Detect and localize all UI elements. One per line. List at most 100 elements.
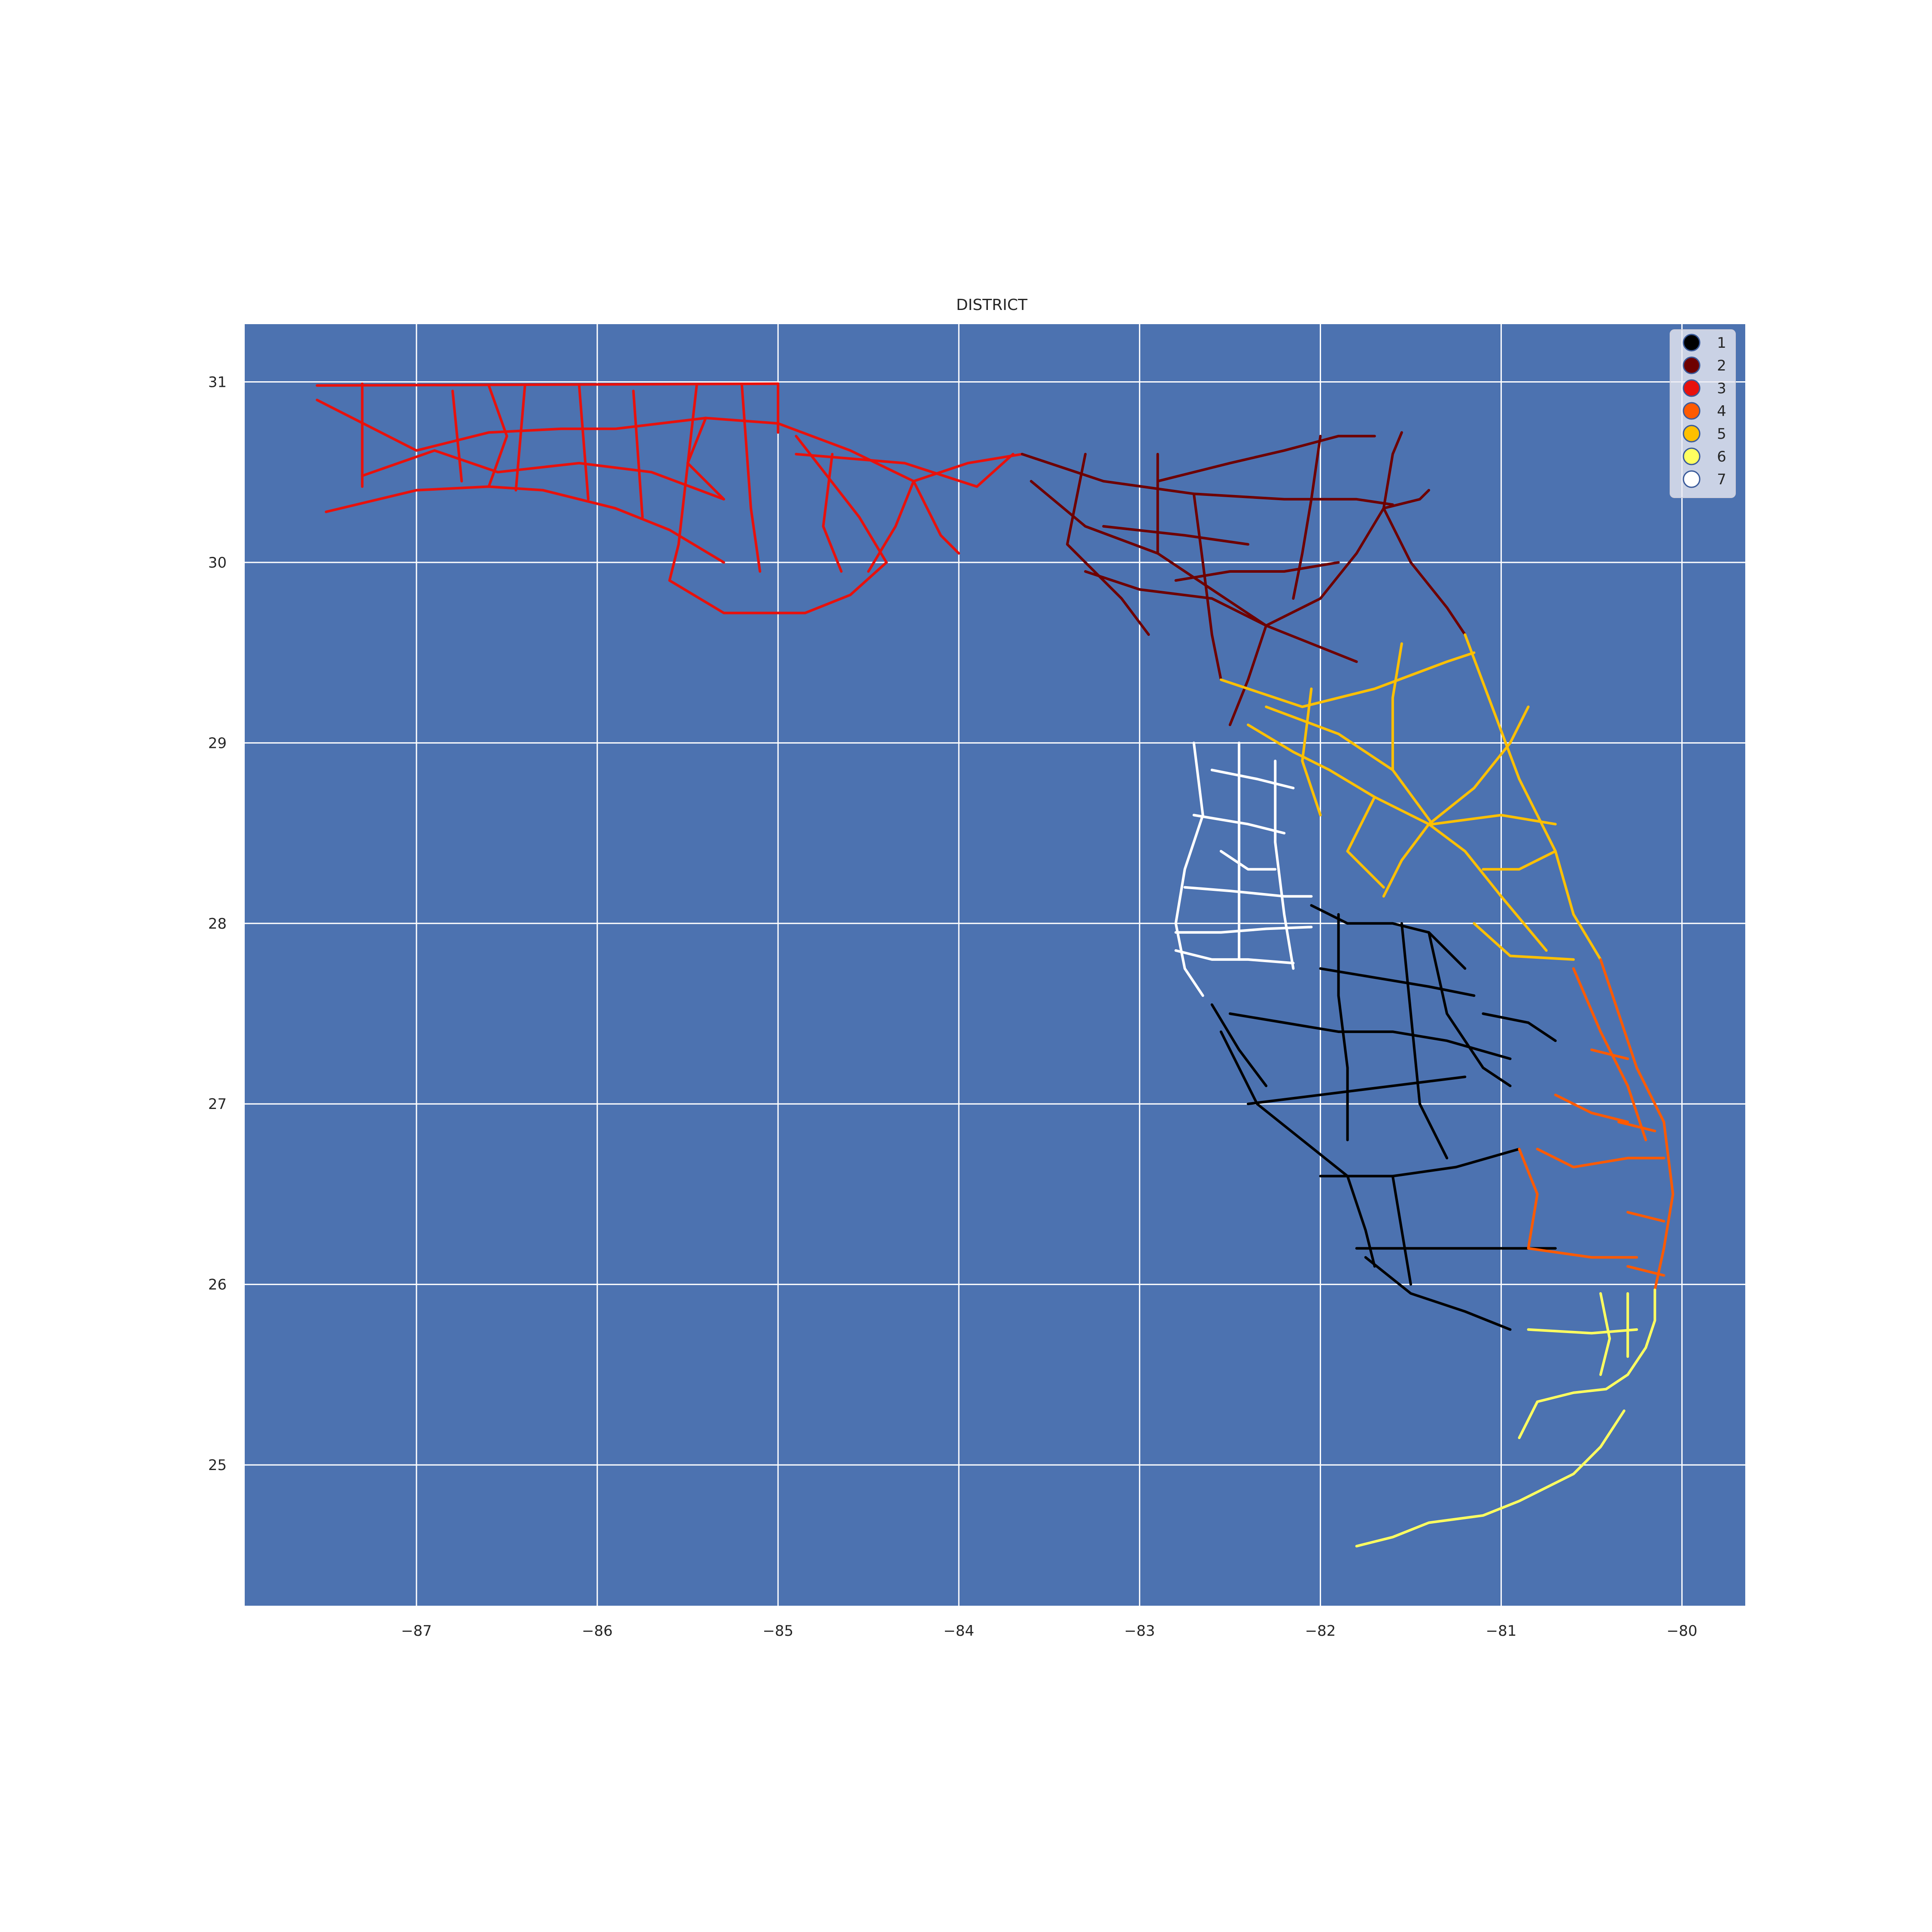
road-line xyxy=(1183,886,1313,898)
district-5-roads xyxy=(1219,633,1602,961)
road-line xyxy=(1382,489,1431,510)
plot-area xyxy=(245,324,1745,1606)
plot-background xyxy=(245,324,1745,1606)
legend-marker xyxy=(1683,402,1701,420)
legend-label: 6 xyxy=(1717,448,1726,465)
legend-marker xyxy=(1683,470,1701,488)
road-line xyxy=(1265,624,1358,663)
x-axis-ticks: −87 −86 −85 −84 −83 −82 −81 −80 xyxy=(401,1622,1697,1640)
legend-marker xyxy=(1683,447,1701,465)
road-line xyxy=(1355,1409,1625,1548)
road-line xyxy=(1247,723,1431,826)
road-line xyxy=(1174,926,1313,934)
legend-label: 5 xyxy=(1717,425,1726,443)
road-line xyxy=(1346,796,1385,889)
y-tick-label: 26 xyxy=(208,1276,227,1294)
road-line xyxy=(1382,431,1403,510)
road-line xyxy=(1156,434,1376,483)
road-line xyxy=(325,485,725,564)
district-7-roads xyxy=(1174,741,1313,997)
legend-marker xyxy=(1683,379,1701,397)
road-line xyxy=(1228,1012,1512,1060)
road-line xyxy=(1219,1030,1376,1268)
legend-marker xyxy=(1683,425,1701,443)
road-line xyxy=(1572,967,1647,1142)
road-line xyxy=(487,384,508,488)
road-line xyxy=(1428,931,1512,1088)
road-line xyxy=(668,561,888,614)
road-line xyxy=(1247,1075,1467,1106)
road-line xyxy=(1319,967,1476,997)
road-line xyxy=(1102,525,1249,546)
grid xyxy=(245,324,1745,1606)
road-line xyxy=(912,480,960,555)
district-2-roads xyxy=(1021,431,1467,726)
road-line xyxy=(1391,1175,1412,1286)
road-line xyxy=(578,384,590,501)
legend-label: 3 xyxy=(1717,380,1726,397)
district-1-roads xyxy=(1210,904,1557,1331)
road-line xyxy=(1599,1292,1611,1376)
y-tick-label: 27 xyxy=(208,1096,227,1113)
road-line xyxy=(1301,687,1322,817)
y-tick-label: 25 xyxy=(208,1457,227,1474)
road-line xyxy=(1482,1012,1557,1042)
road-line xyxy=(1192,492,1222,681)
road-line xyxy=(1310,904,1467,970)
road-line xyxy=(1084,570,1268,627)
y-tick-label: 29 xyxy=(208,735,227,752)
road-line xyxy=(1174,741,1204,997)
district-3-roads xyxy=(316,382,1024,614)
road-line xyxy=(1482,850,1557,871)
road-line xyxy=(1364,1256,1512,1331)
road-line xyxy=(514,384,526,492)
x-tick-label: −85 xyxy=(762,1622,793,1640)
x-tick-label: −86 xyxy=(582,1622,613,1640)
road-line xyxy=(1319,1148,1521,1178)
road-line xyxy=(1428,705,1530,826)
road-line xyxy=(1473,922,1575,961)
road-line xyxy=(1518,1388,1607,1439)
road-line xyxy=(1599,958,1674,1291)
district-4-roads xyxy=(1518,958,1674,1291)
road-line xyxy=(1382,823,1431,898)
road-line xyxy=(741,384,762,573)
road-line xyxy=(1518,1148,1638,1259)
legend-marker xyxy=(1683,334,1701,352)
legend: 1 2 3 4 5 6 7 xyxy=(1670,329,1736,498)
road-line xyxy=(1174,561,1340,582)
road-line xyxy=(1292,434,1322,600)
y-tick-label: 30 xyxy=(208,554,227,571)
road-line xyxy=(1617,1121,1656,1133)
road-line xyxy=(1265,507,1385,627)
road-line xyxy=(1021,453,1394,506)
road-line xyxy=(1400,922,1449,1160)
road-line xyxy=(1554,1094,1629,1124)
road-line xyxy=(1192,814,1286,835)
y-tick-label: 28 xyxy=(208,915,227,933)
x-tick-label: −84 xyxy=(943,1622,974,1640)
legend-label: 1 xyxy=(1717,334,1726,352)
road-line xyxy=(1210,1003,1268,1088)
x-tick-label: −80 xyxy=(1667,1622,1698,1640)
road-line xyxy=(451,389,463,483)
road-line xyxy=(668,384,698,582)
road-line xyxy=(795,434,888,564)
road-line xyxy=(1464,633,1602,961)
legend-marker xyxy=(1683,356,1701,374)
x-tick-label: −81 xyxy=(1486,1622,1517,1640)
road-line xyxy=(1210,769,1295,790)
road-line xyxy=(1066,453,1150,636)
x-tick-label: −87 xyxy=(401,1622,432,1640)
x-tick-label: −82 xyxy=(1305,1622,1336,1640)
road-line xyxy=(1428,823,1548,952)
legend-label: 2 xyxy=(1717,357,1726,374)
legend-label: 7 xyxy=(1717,471,1726,488)
road-line xyxy=(1431,814,1557,826)
road-line xyxy=(1527,1328,1638,1335)
road-line xyxy=(1228,624,1268,726)
x-tick-label: −83 xyxy=(1124,1622,1155,1640)
road-line xyxy=(1174,949,1295,965)
road-line xyxy=(1626,1211,1665,1223)
